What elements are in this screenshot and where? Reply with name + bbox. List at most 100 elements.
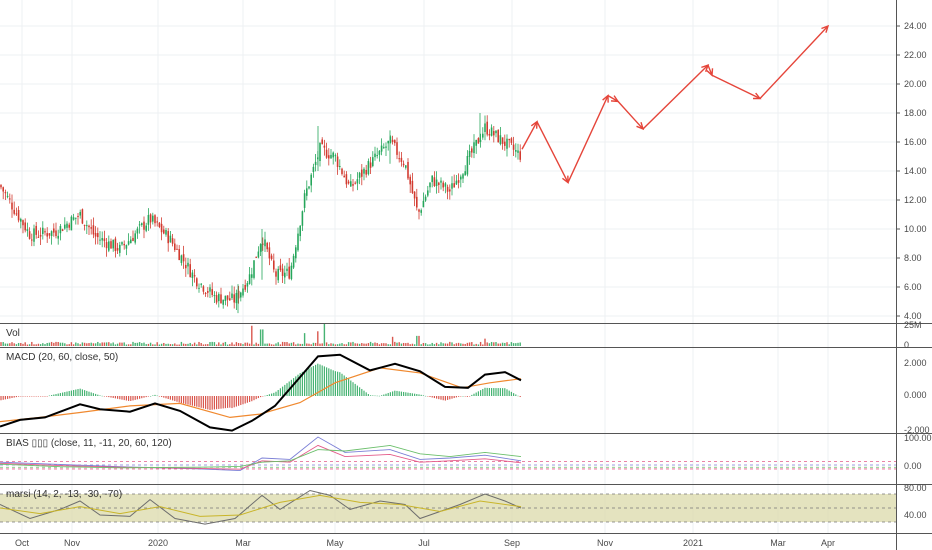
candle-body (290, 265, 293, 280)
macd-hist-bar (473, 393, 475, 396)
volume-bar (429, 344, 431, 346)
volume-bar (341, 343, 343, 346)
macd-hist-bar (297, 374, 299, 396)
macd-hist-bar (169, 396, 171, 400)
volume-bar (103, 342, 106, 346)
volume-bar (482, 344, 484, 346)
candle-body (108, 241, 110, 251)
volume-bar (242, 344, 244, 346)
volume-bar (367, 343, 370, 346)
macd-hist-bar (315, 364, 317, 396)
volume-bar (224, 341, 227, 346)
macd-hist-bar (306, 369, 308, 396)
volume-bar (222, 342, 224, 346)
candle-body (497, 129, 499, 143)
volume-bar (497, 343, 499, 346)
volume-bar (297, 343, 299, 346)
candle-body (121, 242, 123, 245)
macd-hist-bar (22, 396, 24, 397)
macd-hist-bar (438, 396, 440, 400)
candle-body (383, 147, 385, 149)
volume-bar (515, 343, 517, 346)
volume-bar (336, 344, 339, 346)
volume-bar (149, 342, 152, 346)
macd-hist-bar (40, 396, 42, 397)
candle-body (510, 138, 513, 143)
volume-bar (59, 342, 62, 346)
candle-body (22, 220, 24, 226)
price-tick-4: 16.00 (904, 137, 927, 147)
candle-body (68, 224, 70, 228)
volume-bar (20, 342, 22, 346)
volume-bar (363, 343, 365, 346)
macd-hist-bar (143, 396, 145, 398)
volume-bar (413, 344, 416, 346)
volume-bar (306, 343, 308, 346)
candle-body (119, 244, 121, 253)
volume-bar (121, 342, 123, 346)
candle-body (97, 233, 99, 238)
candle-body (165, 230, 167, 235)
volume-bar (420, 344, 422, 346)
macd-hist-bar (264, 395, 266, 397)
volume-bar (86, 343, 88, 346)
candle-body (90, 227, 92, 229)
candle-body (253, 260, 255, 278)
forecast-segment (759, 25, 829, 99)
macd-hist-bar (152, 395, 154, 396)
candle-body (145, 225, 147, 231)
candle-body (226, 295, 229, 300)
candle-body (453, 183, 455, 188)
volume-bar (229, 344, 231, 346)
macd-hist-bar (233, 396, 235, 408)
candle-body (339, 166, 341, 168)
volume-bar (17, 342, 20, 346)
macd-hist-bar (299, 373, 301, 396)
macd-hist-bar (240, 396, 242, 406)
volume-bar (130, 344, 132, 346)
volume-bar (101, 342, 103, 346)
macd-hist-bar (86, 390, 88, 396)
macd-hist-bar (334, 371, 336, 396)
volume-bar (422, 343, 425, 346)
macd-hist-bar (506, 389, 508, 396)
candle-body (350, 181, 352, 187)
candle-body (196, 278, 198, 287)
volume-bar (290, 342, 293, 346)
volume-bar (444, 343, 447, 346)
volume-bar (292, 342, 295, 346)
macd-hist-bar (18, 396, 20, 397)
macd-hist-bar (350, 380, 352, 396)
volume-bar (270, 344, 273, 346)
candle-body (387, 140, 389, 144)
macd-hist-bar (106, 396, 108, 397)
volume-bar (187, 343, 189, 346)
volume-bar (273, 344, 275, 346)
volume-bar (156, 342, 158, 346)
volume-bar (169, 344, 172, 346)
macd-hist-bar (429, 396, 431, 397)
candle-body (204, 292, 207, 294)
macd-hist-bar (220, 396, 222, 409)
candle-body (380, 145, 383, 152)
volume-bar (427, 344, 429, 346)
macd-hist-bar (51, 395, 53, 396)
candle-body (402, 163, 405, 166)
candle-body (398, 158, 400, 160)
macd-hist-bar (488, 387, 490, 396)
volume-bar (39, 344, 42, 346)
macd-hist-bar (323, 366, 325, 396)
macd-hist-bar (121, 396, 123, 400)
macd-hist-bar (260, 396, 262, 398)
candle-body (187, 262, 189, 267)
candle-body (508, 138, 510, 141)
candle-body (288, 266, 290, 279)
macd-hist-bar (328, 368, 330, 396)
macd-hist-bar (213, 396, 215, 410)
volume-tick-zero: 0 (904, 340, 909, 350)
macd-axis: 2.000 0.000 -2.000 (904, 358, 930, 435)
macd-hist-bar (167, 396, 169, 400)
macd-hist-bar (277, 389, 279, 396)
macd-hist-bar (42, 396, 44, 397)
candle-body (77, 215, 79, 217)
